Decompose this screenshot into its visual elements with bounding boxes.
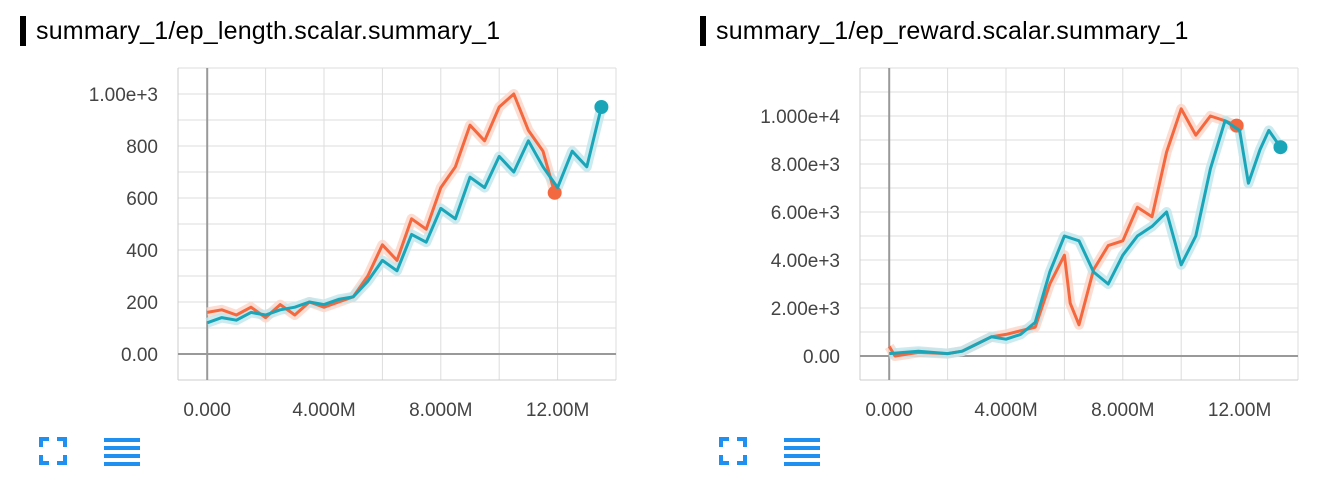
- x-tick-label: 8.000M: [409, 400, 472, 421]
- y-tick-label: 0.00: [803, 347, 840, 368]
- x-tick-label: 12.00M: [1208, 400, 1271, 421]
- series-end-point: [594, 100, 609, 114]
- y-tick-label: 0.00: [121, 345, 158, 366]
- menu-lines-icon: [104, 438, 140, 466]
- fullscreen-button[interactable]: [38, 436, 68, 466]
- toggle-log-button[interactable]: [784, 436, 820, 470]
- ep-length-chart[interactable]: 0.000 4.000M 8.000M 12.00M 0.00 200 400 600 800 1…: [0, 50, 640, 430]
- y-tick-label: 400: [126, 241, 158, 262]
- x-tick-label: 4.000M: [292, 400, 355, 421]
- chart-title: summary_1/ep_reward.scalar.summary_1: [716, 16, 1189, 45]
- y-tick-label: 6.00e+3: [771, 203, 840, 224]
- ep-reward-chart[interactable]: 0.000 4.000M 8.000M 12.00M 0.00 2.00e+3 4.00e+…: [680, 50, 1320, 430]
- y-tick-label: 8.00e+3: [771, 155, 840, 176]
- y-tick-label: 200: [126, 293, 158, 314]
- series-end-point: [547, 185, 562, 200]
- y-tick-label: 2.00e+3: [771, 299, 840, 320]
- title-marker: [700, 16, 706, 46]
- x-tick-label: 12.00M: [526, 400, 589, 421]
- chart-title-row: summary_1/ep_reward.scalar.summary_1: [700, 14, 1189, 48]
- y-tick-label: 1.000e+4: [760, 107, 840, 128]
- chart-card-ep-reward: summary_1/ep_reward.scalar.summary_1 0.0…: [680, 0, 1320, 500]
- series-band: [206, 89, 560, 323]
- title-marker: [20, 16, 26, 46]
- series-line: [206, 106, 603, 325]
- x-tick-label: 0.000: [183, 400, 231, 421]
- y-tick-label: 1.00e+3: [89, 85, 158, 106]
- x-tick-label: 4.000M: [974, 400, 1037, 421]
- series-line: [206, 92, 557, 320]
- x-tick-label: 8.000M: [1091, 400, 1154, 421]
- chart-title-row: summary_1/ep_length.scalar.summary_1: [20, 14, 500, 48]
- fullscreen-button[interactable]: [718, 436, 748, 466]
- series-band: [205, 105, 607, 328]
- menu-lines-icon: [784, 438, 820, 466]
- fullscreen-icon: [719, 437, 747, 465]
- series-end-point: [1273, 140, 1288, 155]
- chart-card-ep-length: summary_1/ep_length.scalar.summary_1 0.0…: [0, 0, 640, 500]
- toggle-log-button[interactable]: [104, 436, 140, 470]
- y-tick-label: 4.00e+3: [771, 251, 840, 272]
- grid: [178, 67, 617, 381]
- y-tick-label: 800: [126, 137, 158, 158]
- fullscreen-icon: [39, 437, 67, 465]
- x-tick-label: 0.000: [865, 400, 913, 421]
- chart-title: summary_1/ep_length.scalar.summary_1: [36, 16, 501, 45]
- y-tick-label: 600: [126, 189, 158, 210]
- series-line: [889, 119, 1282, 356]
- grid: [860, 67, 1299, 381]
